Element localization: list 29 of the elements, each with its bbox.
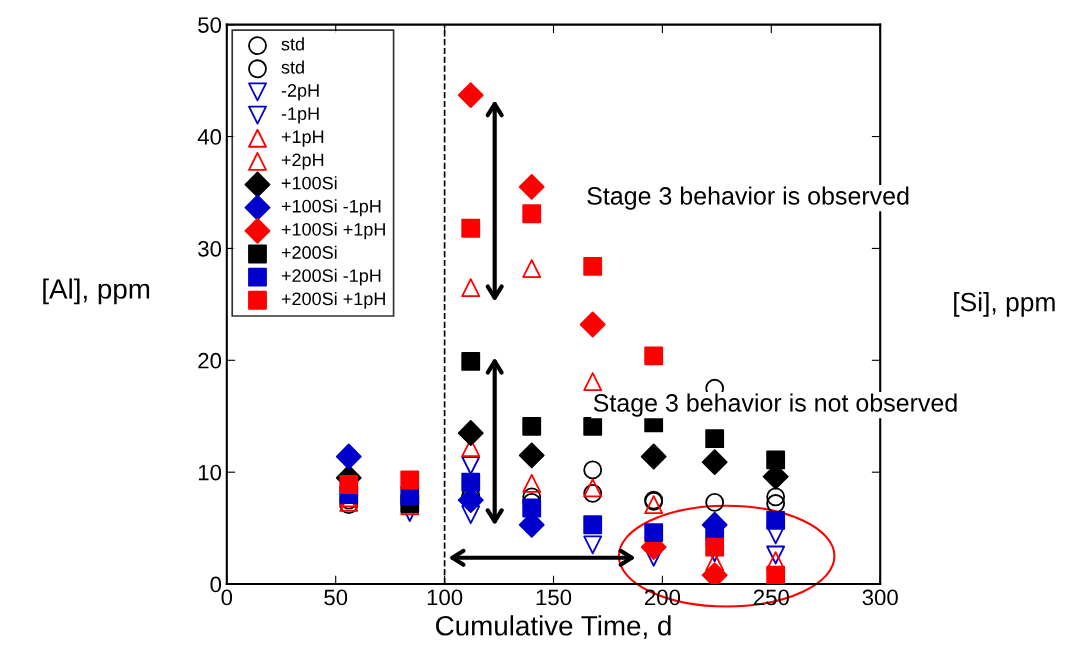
legend-label: +200Si -1pH [281, 268, 381, 286]
y-axis-title: [Al], ppm [43, 278, 150, 305]
legend-label: std [281, 37, 304, 51]
legend-label: +100Si [281, 176, 337, 190]
legend-label: +200Si +1pH [281, 291, 385, 309]
legend-label: +100Si -1pH [281, 199, 381, 217]
legend-label: std [281, 60, 304, 74]
x-tick-label: 150 [536, 589, 572, 606]
x-tick-label: 0 [221, 589, 233, 606]
x-axis-title: Cumulative Time, d [436, 615, 671, 639]
x-tick-label: 300 [862, 589, 898, 606]
annotation: Stage 3 behavior is observed [587, 186, 909, 210]
y2-axis-title: [Si], ppm [954, 292, 1055, 317]
y-tick-label: 30 [198, 240, 222, 257]
x-tick-label: 250 [753, 589, 789, 606]
x-tick-label: 50 [324, 589, 348, 606]
legend-label: +1pH [281, 130, 324, 147]
annotation: Stage 3 behavior is not observed [593, 393, 957, 417]
x-tick-label: 100 [427, 589, 463, 606]
y-tick-label: 0 [210, 576, 222, 593]
y-tick-label: 20 [198, 352, 222, 369]
legend-label: -1pH [281, 107, 319, 124]
y-tick-label: 50 [198, 17, 222, 33]
y-tick-label: 10 [198, 464, 222, 481]
legend-label: -2pH [281, 84, 319, 101]
legend-label: +200Si [281, 245, 337, 259]
legend-label: +2pH [281, 153, 324, 170]
legend-label: +100Si +1pH [281, 222, 385, 240]
y-tick-label: 40 [197, 129, 222, 145]
